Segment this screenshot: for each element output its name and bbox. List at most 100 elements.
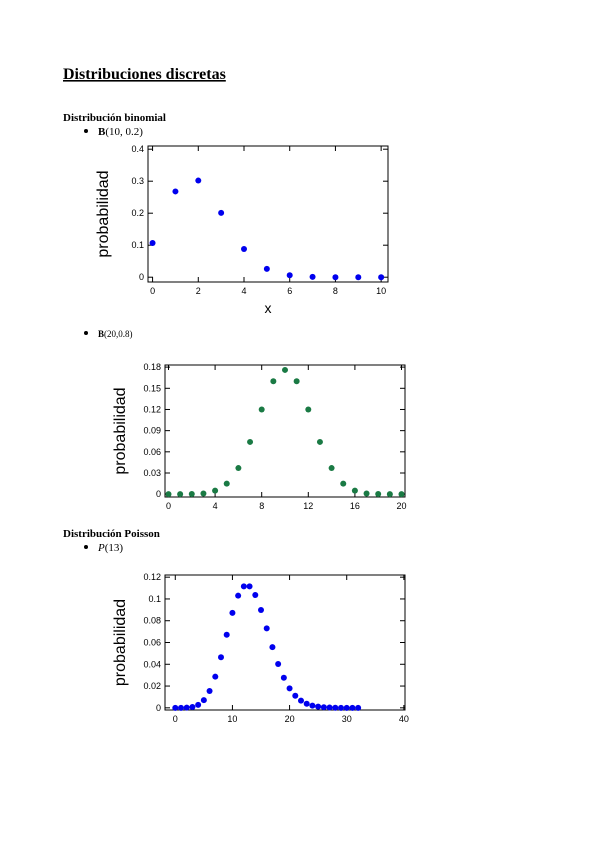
point [293, 378, 300, 385]
point [349, 704, 356, 711]
y-tick-label: 0.03 [143, 468, 161, 478]
y-tick-label: 0.1 [131, 240, 144, 250]
point [286, 272, 293, 279]
x-tick-label: 10 [376, 286, 386, 296]
point [212, 673, 219, 680]
point [258, 406, 265, 413]
point [263, 625, 270, 632]
point [282, 366, 288, 373]
x-tick-label: 0 [150, 286, 155, 296]
x-tick-label: 12 [303, 501, 313, 511]
point [212, 487, 219, 494]
y-tick-label: 0 [139, 272, 144, 282]
x-axis-label: x [265, 300, 272, 316]
point [332, 704, 339, 711]
point [355, 704, 362, 711]
point [165, 491, 172, 498]
args: (10, 0.2) [105, 126, 143, 138]
bullet-item: P(13) [97, 542, 123, 554]
point [172, 188, 179, 195]
bullet [84, 545, 88, 549]
point [305, 406, 312, 413]
x-tick-label: 2 [196, 286, 201, 296]
point [235, 465, 242, 472]
section-heading: Distribución Poisson [63, 528, 160, 540]
plot-frame [164, 364, 406, 498]
y-axis-label: probabilidad [95, 170, 112, 257]
point [340, 480, 347, 487]
point [252, 592, 259, 599]
point [298, 697, 304, 704]
point [195, 701, 202, 708]
y-tick-label: 0.3 [131, 176, 144, 186]
point [206, 688, 213, 695]
point [246, 583, 253, 590]
y-tick-label: 0.15 [143, 383, 161, 393]
bullet [84, 129, 88, 133]
point [258, 607, 264, 614]
bullet [84, 331, 88, 335]
point [218, 209, 225, 216]
x-tick-label: 0 [166, 501, 171, 511]
point [247, 438, 254, 445]
x-tick-label: 0 [173, 714, 178, 724]
y-tick-label: 0.1 [148, 594, 161, 604]
bullet-item: B(20,0.8) [98, 329, 133, 339]
x-tick-label: 16 [350, 501, 360, 511]
point [316, 438, 323, 445]
y-tick-label: 0.12 [143, 572, 161, 582]
point [292, 692, 299, 699]
point [183, 704, 190, 711]
y-tick-label: 0 [156, 703, 161, 713]
point [275, 660, 282, 667]
point [235, 592, 242, 599]
point [286, 685, 293, 692]
x-tick-label: 8 [333, 286, 338, 296]
bullet-item: B(10, 0.2) [98, 126, 143, 138]
point [149, 239, 156, 246]
y-axis-label: probabilidad [112, 599, 129, 686]
point [223, 631, 230, 638]
point [178, 704, 184, 711]
point [172, 704, 179, 711]
x-tick-label: 10 [227, 714, 237, 724]
y-tick-label: 0 [156, 489, 161, 499]
point [386, 491, 393, 498]
point [280, 674, 287, 681]
point [263, 265, 270, 272]
x-tick-label: 6 [287, 286, 292, 296]
section-heading: Distribución binomial [63, 112, 166, 124]
y-tick-label: 0.09 [143, 426, 161, 436]
x-tick-label: 8 [259, 501, 264, 511]
point [177, 491, 184, 498]
x-tick-label: 40 [399, 714, 409, 724]
y-tick-label: 0.06 [143, 638, 161, 648]
x-tick-label: 20 [396, 501, 406, 511]
args: (13) [105, 542, 124, 554]
x-tick-label: 4 [241, 286, 246, 296]
point [309, 273, 316, 280]
point [303, 700, 310, 707]
point [241, 246, 247, 253]
args: (20,0.8) [104, 329, 133, 339]
point [332, 274, 339, 281]
symbol: P [97, 542, 105, 554]
point [320, 704, 327, 711]
point [195, 177, 202, 184]
point [363, 490, 370, 497]
point [218, 654, 224, 661]
y-tick-label: 0.02 [143, 681, 161, 691]
y-axis-label: probabilidad [112, 387, 129, 474]
symbol: B [98, 329, 104, 339]
point [229, 609, 236, 616]
x-tick-label: 4 [213, 501, 218, 511]
plot-frame [147, 145, 389, 283]
plot-frame [164, 574, 406, 711]
page-title: Distribuciones discretas [63, 66, 226, 83]
y-tick-label: 0.12 [143, 404, 161, 414]
point [270, 378, 277, 385]
point [240, 583, 247, 590]
point [189, 703, 196, 710]
point [375, 491, 382, 498]
